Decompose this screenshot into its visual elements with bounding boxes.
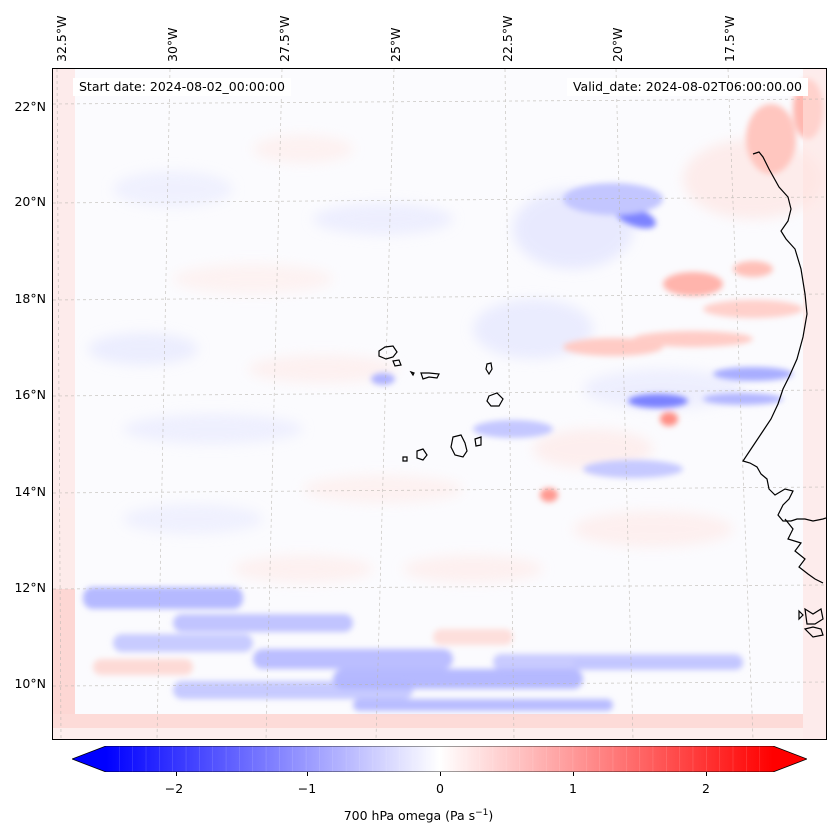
start-date-label: Start date: 2024-08-02_00:00:00 [73,78,291,96]
cape-verde-islands [378,345,504,462]
lon-label-20w: 20°W [610,27,625,62]
southern-band [83,587,743,711]
field-background [88,135,823,583]
colorbar [72,746,807,772]
colorbar-tick [706,772,707,776]
island-brava [402,456,408,462]
lat-label-22n: 22°N [14,99,46,114]
island-sao-vicente [392,359,402,367]
field-features [371,79,823,502]
lat-label-12n: 12°N [14,580,46,595]
lon-label-25w: 25°W [388,27,403,62]
colorbar-steps [119,746,760,772]
lon-label-22-5w: 22.5°W [500,15,515,62]
colorbar-extend-max [773,746,807,772]
colorbar-body [106,746,773,772]
coastline [742,151,826,638]
colorbar-tick-label: 1 [569,781,577,796]
island-santiago [450,434,468,458]
colorbar-tick [440,772,441,776]
africa-coastline [742,151,826,522]
omega-field-map [53,69,826,739]
colorbar-tick-label: 2 [702,781,710,796]
island-santo-antao [378,345,398,360]
lon-label-32-5w: 32.5°W [54,15,69,62]
island-sal [485,362,493,376]
lat-label-16n: 16°N [14,387,46,402]
lat-label-14n: 14°N [14,484,46,499]
lat-label-10n: 10°N [14,676,46,691]
colorbar-tick-label: 0 [436,781,444,796]
gridlines [53,69,826,739]
island-sao-nicolau [420,372,440,380]
lon-label-17-5w: 17.5°W [722,15,737,62]
lon-label-30w: 30°W [165,27,180,62]
colorbar-extend-min [72,746,106,772]
island-santa-luzia [409,370,415,377]
colorbar-tick [307,772,308,776]
island-maio [474,436,482,447]
colorbar-tick [573,772,574,776]
colorbar-tick [176,772,177,776]
map-panel: Start date: 2024-08-02_00:00:00 Valid_da… [52,68,827,740]
island-fogo [416,448,428,461]
lat-label-18n: 18°N [14,291,46,306]
lat-label-20n: 20°N [14,194,46,209]
valid-date-label: Valid_date: 2024-08-02T06:00:00.00 [566,78,808,96]
colorbar-tick-label: −2 [164,781,184,796]
island-boa-vista [486,392,504,407]
colorbar-tick-label: −1 [297,781,317,796]
lon-label-27-5w: 27.5°W [277,15,292,62]
colorbar-label: 700 hPa omega (Pa s−1) [343,808,494,824]
